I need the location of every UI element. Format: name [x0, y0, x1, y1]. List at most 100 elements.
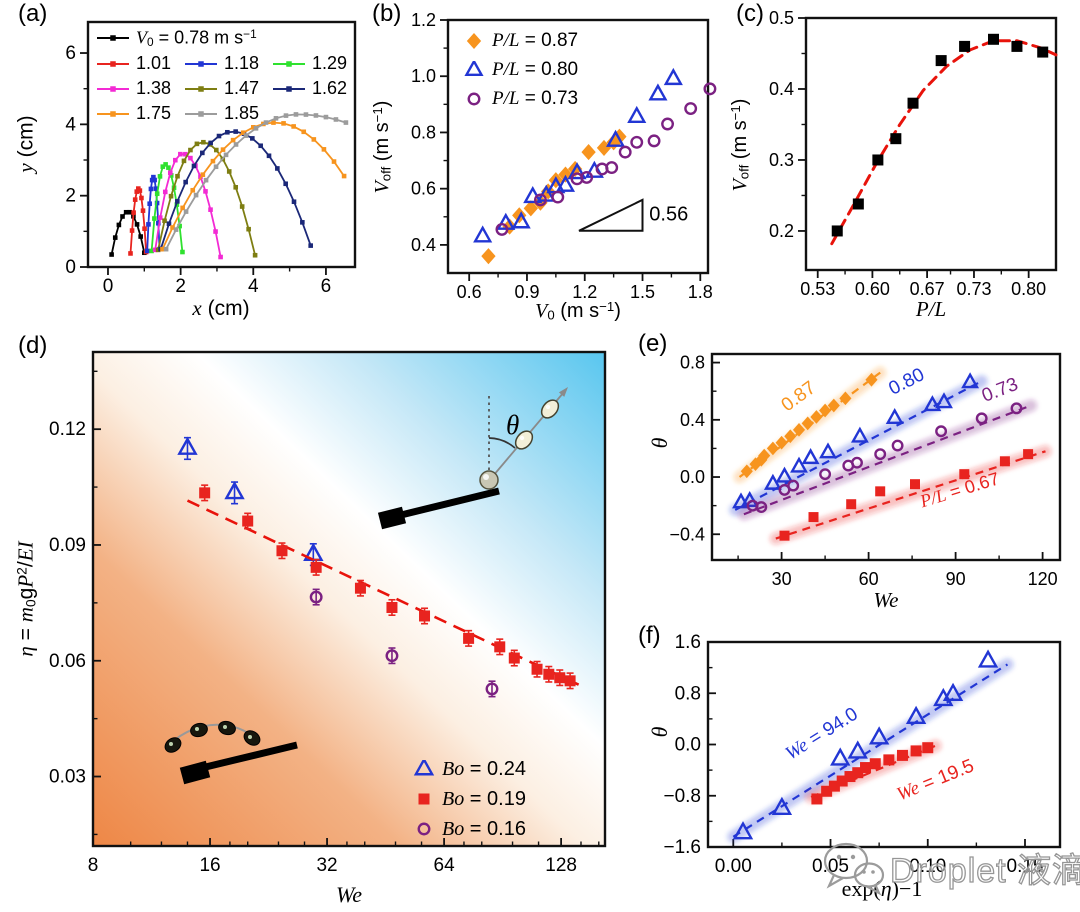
legend-item: 1.47 — [184, 78, 272, 99]
legend-b: P/L = 0.87 P/L = 0.80 P/L = 0.73 — [462, 26, 578, 113]
legend-item: P/L = 0.73 — [462, 88, 578, 110]
panel-a-trajectories: (a) 0 2 4 6 0 2 4 6 x (cm) y (cm) V0 = 0.78 m s… — [0, 0, 368, 330]
svg-text:0.6: 0.6 — [411, 179, 436, 199]
y-axis-label-b: Voff (m s−1) — [370, 100, 394, 194]
svg-text:30: 30 — [772, 569, 792, 589]
series-p-l-0.87 — [481, 128, 627, 265]
svg-text:2: 2 — [65, 186, 76, 207]
legend-a: V0 = 0.78 m s−1 1.01 1.18 1.29 1.38 1.47 1.62 1… — [96, 26, 360, 126]
series-inline-label: 0.87 — [778, 377, 820, 416]
legend-item: 1.75 — [96, 103, 184, 124]
line-square-marker-icon — [97, 85, 129, 92]
svg-text:4: 4 — [65, 114, 76, 135]
triangle-marker-icon — [413, 760, 435, 776]
inset-rebound-illustration — [164, 720, 298, 785]
series-v0-1.62 — [158, 129, 313, 252]
svg-text:0.4: 0.4 — [411, 235, 436, 255]
svg-text:90: 90 — [946, 569, 966, 589]
svg-text:0.8: 0.8 — [411, 122, 436, 142]
svg-text:0.15: 0.15 — [1007, 856, 1044, 877]
line-square-marker-icon — [185, 60, 217, 67]
svg-text:128: 128 — [545, 855, 577, 876]
svg-text:0.8: 0.8 — [675, 683, 701, 704]
line-square-marker-icon — [185, 110, 217, 117]
legend-item: 1.38 — [96, 78, 184, 99]
y-axis-label-e: θ — [647, 437, 672, 449]
theta-expeta-chart: 0.00 0.05 0.10 0.15−1.6−0.80.00.81.6We = 94… — [663, 632, 1062, 877]
plot-frame — [86, 20, 357, 269]
series-v0-1.85 — [163, 112, 349, 252]
triangle-marker-icon — [464, 60, 484, 76]
eta-we-phase-chart: θ 8 16 32 64 128 0.03 0.06 0.09 0.12 — [49, 350, 607, 876]
phase-gradient-background — [93, 352, 605, 846]
series-voff-vs-pl — [831, 33, 1049, 237]
svg-text:1.8: 1.8 — [688, 282, 713, 302]
svg-text:60: 60 — [859, 569, 879, 589]
svg-text:0: 0 — [65, 257, 76, 278]
panel-label-e: (e) — [638, 330, 668, 357]
x-axis-label-a: x (cm) — [192, 296, 250, 320]
legend-item: P/L = 0.87 — [462, 30, 578, 52]
axes: 0 2 4 6 0 2 4 6 — [65, 43, 331, 297]
theta-angle-label: θ — [506, 410, 519, 440]
svg-text:120: 120 — [1028, 569, 1058, 589]
series-v0-1.01 — [128, 186, 149, 256]
svg-text:8: 8 — [88, 855, 99, 876]
plot-frame — [446, 18, 710, 275]
legend-item: 1.85 — [184, 103, 272, 124]
series-p-l-0.73 — [495, 82, 717, 236]
legend-item: Bo = 0.24 — [412, 758, 526, 781]
svg-text:0.3: 0.3 — [769, 150, 794, 170]
legend-item: Bo = 0.19 — [412, 788, 526, 811]
plot-frame — [91, 350, 607, 848]
line-square-marker-icon — [185, 85, 217, 92]
series-p-l-0.87 — [733, 366, 887, 484]
svg-text:2: 2 — [175, 276, 186, 297]
svg-text:0.80: 0.80 — [1011, 279, 1046, 299]
svg-text:0.10: 0.10 — [909, 856, 946, 877]
series-v0-0.78 — [109, 209, 147, 257]
svg-text:16: 16 — [199, 855, 220, 876]
svg-text:0.67: 0.67 — [910, 279, 945, 299]
inset-takeoff-illustration: θ — [377, 387, 568, 530]
x-axis-label-d: We — [335, 882, 363, 907]
legend-item: V0 = 0.78 m s−1 — [96, 27, 257, 50]
y-axis-label-c: Voff (m s−1) — [728, 98, 752, 192]
series-bo-0.19 — [186, 484, 580, 690]
polynomial-fit-curve — [830, 39, 1058, 246]
svg-text:0.00: 0.00 — [715, 856, 752, 877]
panel-f-theta-vs-expeta: (f) 0.00 0.05 0.10 0.15 −1.6 −0.8 0.0 0.8 1.6 We … — [630, 620, 1080, 912]
legend-item: 1.01 — [96, 53, 184, 74]
series-inline-label: 0.80 — [885, 364, 927, 400]
svg-text:4: 4 — [248, 276, 259, 297]
axes: 30 60 90 120 −0.4 0.0 0.4 0.8 — [669, 353, 1057, 589]
svg-text:0.8: 0.8 — [680, 353, 705, 373]
svg-text:0.6: 0.6 — [457, 282, 482, 302]
panel-e-theta-vs-we: (e) 30 60 90 120 −0.4 0.0 0.4 0.8 0.87 0.80 0.73 P/… — [630, 330, 1080, 620]
svg-text:0.0: 0.0 — [680, 467, 705, 487]
line-square-marker-icon — [97, 60, 129, 67]
series-p-l-0.73 — [737, 399, 1037, 521]
svg-text:32: 32 — [316, 855, 337, 876]
panel-label-d: (d) — [18, 332, 48, 359]
svg-text:1.2: 1.2 — [572, 282, 597, 302]
y-axis-label-a: y (cm) — [13, 115, 38, 173]
svg-text:0.5: 0.5 — [769, 8, 794, 28]
line-square-marker-icon — [97, 35, 129, 42]
series-v0-1.29 — [149, 162, 185, 255]
svg-text:0.09: 0.09 — [49, 535, 86, 556]
legend-item: 1.62 — [272, 78, 360, 99]
panel-label-a: (a) — [18, 0, 48, 27]
axes: 0.53 0.60 0.67 0.73 0.80 0.2 0.3 0.4 0.5 — [769, 8, 1046, 299]
series-we-94.0 — [727, 649, 1014, 843]
legend-item: 1.29 — [272, 53, 360, 74]
svg-text:0.06: 0.06 — [49, 651, 86, 672]
x-axis-label-f: exp(η)−1 — [841, 876, 923, 901]
line-square-marker-icon — [97, 110, 129, 117]
svg-text:6: 6 — [321, 276, 332, 297]
svg-text:−0.8: −0.8 — [663, 786, 701, 807]
svg-text:−1.6: −1.6 — [663, 837, 701, 858]
svg-text:0.2: 0.2 — [769, 221, 794, 241]
svg-text:64: 64 — [434, 855, 456, 876]
